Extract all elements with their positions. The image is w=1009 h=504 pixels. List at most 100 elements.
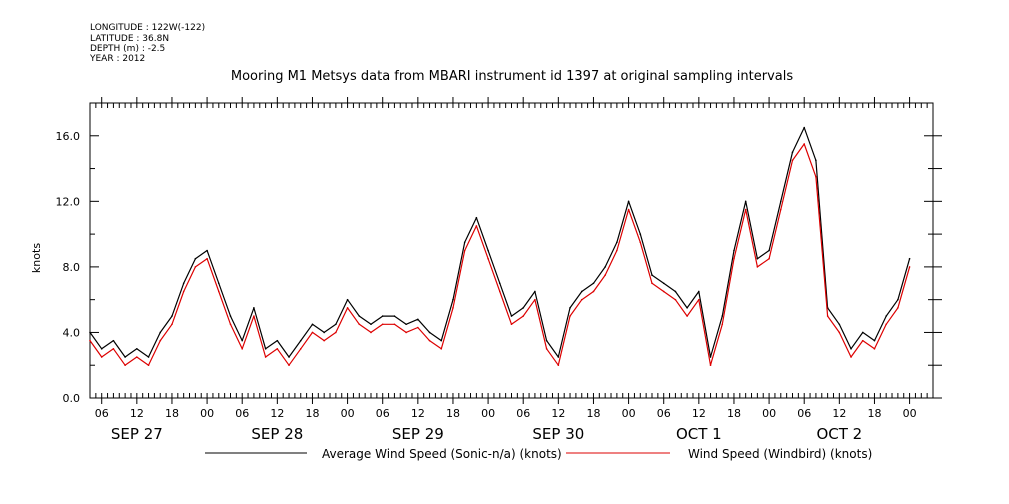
data-point-windbird [569,315,571,317]
y-tick-label: 4.0 [63,326,81,339]
data-point-windbird [370,331,372,334]
x-tick-label: 00 [762,407,776,420]
data-point-sonic [627,200,630,203]
data-point-windbird [136,356,138,358]
data-point-windbird [803,143,806,145]
data-point-windbird [288,364,290,367]
data-point-sonic [686,307,688,309]
data-point-windbird [908,266,911,268]
y-axis-label: knots [30,243,43,273]
data-point-windbird [463,249,466,252]
data-point-windbird [545,348,548,350]
data-point-sonic [346,298,349,301]
data-point-windbird [335,331,337,334]
data-point-sonic [124,356,126,358]
data-point-sonic [206,249,208,252]
data-point-sonic [557,356,560,358]
data-point-sonic [674,290,677,293]
x-tick-label: 00 [903,407,917,420]
header-year: YEAR : 2012 [89,54,145,64]
x-tick-label: 12 [411,407,425,420]
data-point-windbird [779,208,782,211]
data-point-sonic [299,339,302,342]
x-tick-label: 00 [481,407,495,420]
data-point-windbird [264,356,267,358]
data-point-sonic [768,249,770,252]
data-point-sonic [534,290,536,293]
data-point-sonic [791,151,794,153]
data-point-windbird [592,290,595,293]
x-day-label: SEP 28 [251,425,303,443]
data-point-sonic [159,331,162,334]
data-point-sonic [323,331,325,334]
data-point-windbird [100,356,103,358]
data-point-windbird [709,364,712,367]
data-point-windbird [897,307,899,309]
data-point-sonic [136,348,138,350]
x-tick-label: 06 [235,407,249,420]
x-tick-label: 18 [446,407,460,420]
data-point-sonic [440,339,443,342]
header-longitude: LONGITUDE : 122W(-122) [90,23,205,33]
data-point-windbird [557,364,560,367]
x-tick-label: 06 [657,407,671,420]
data-point-sonic [147,356,150,358]
x-day-label: OCT 1 [676,425,722,443]
data-point-sonic [381,315,384,317]
data-point-sonic [393,315,396,317]
data-point-sonic [475,216,478,219]
x-tick-label: 12 [692,407,706,420]
x-day-label: SEP 27 [111,425,163,443]
x-tick-label: 12 [551,407,565,420]
data-point-sonic [182,282,185,285]
data-point-windbird [159,339,162,342]
data-point-windbird [604,274,606,276]
data-point-sonic [428,331,431,334]
data-point-windbird [674,298,677,301]
data-point-windbird [182,290,185,293]
header-depth: DEPTH (m) : -2.5 [90,44,165,54]
data-point-sonic [229,315,232,317]
data-point-windbird [276,348,279,350]
x-tick-label: 06 [797,407,811,420]
data-point-sonic [510,315,513,317]
data-point-sonic [498,282,501,285]
x-tick-label: 18 [305,407,319,420]
data-point-windbird [686,315,688,317]
data-point-sonic [522,307,525,309]
data-point-sonic [651,274,653,276]
x-tick-label: 00 [622,407,636,420]
data-point-sonic [100,348,103,350]
data-point-sonic [885,315,887,317]
data-point-sonic [897,298,899,301]
axis-layer: 06 12 18 00 06 12 18 00 06 12 18 00 06 12 18 00 06 12 18 00… [56,97,942,443]
data-point-sonic [850,348,852,350]
data-point-sonic [604,266,606,268]
data-point-sonic [545,339,548,342]
data-point-windbird [311,331,314,334]
data-point-windbird [580,298,583,301]
data-point-windbird [229,323,232,326]
plot-frame [89,102,934,399]
series-layer [89,126,911,367]
data-point-sonic [264,348,267,350]
data-point-windbird [487,257,489,260]
data-point-sonic [744,200,747,203]
x-tick-label: 12 [270,407,284,420]
data-point-sonic [463,241,466,244]
data-point-sonic [253,307,255,309]
x-tick-label: 12 [832,407,846,420]
data-point-windbird [744,208,747,211]
data-point-sonic [616,241,618,244]
y-tick-label: 0.0 [63,392,81,405]
data-point-windbird [428,339,431,342]
data-point-sonic [217,282,220,285]
data-point-windbird [873,348,876,350]
data-point-windbird [662,290,665,293]
data-point-windbird [721,323,724,326]
data-point-windbird [616,249,618,252]
data-point-sonic [370,323,372,326]
header-latitude: LATITUDE : 36.8N [90,34,169,44]
data-point-sonic [709,356,712,358]
data-point-windbird [510,323,513,326]
